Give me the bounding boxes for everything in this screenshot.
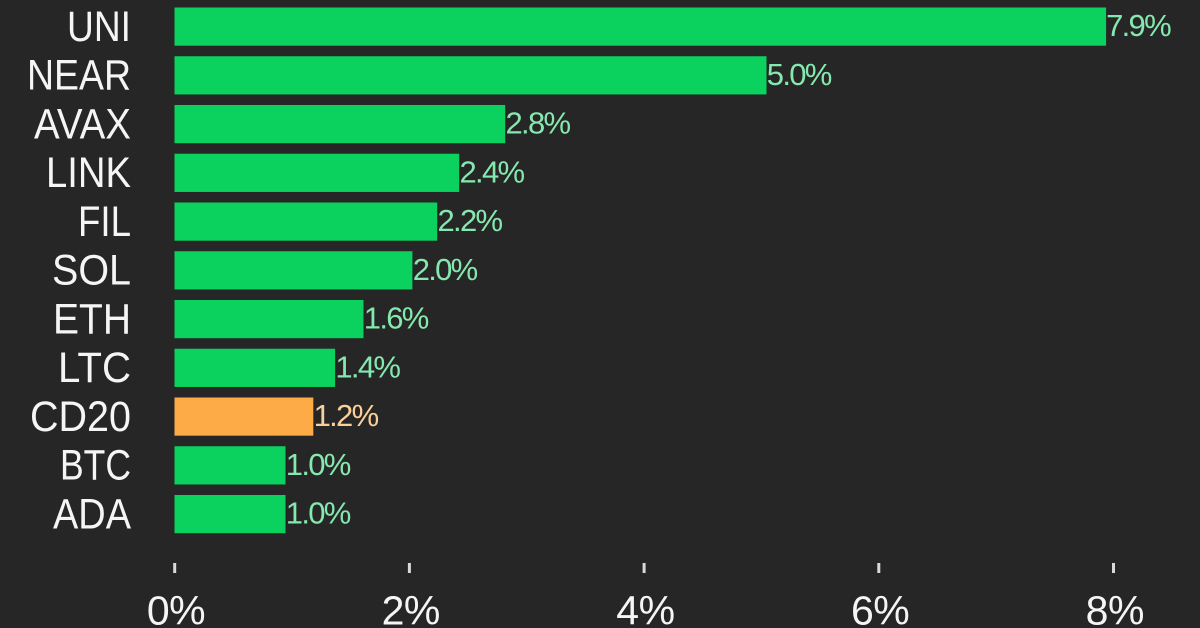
svg-text:NEAR: NEAR — [27, 53, 131, 100]
svg-text:8%: 8% — [1086, 588, 1144, 628]
svg-text:6%: 6% — [851, 588, 909, 628]
svg-text:2.2%: 2.2% — [438, 203, 503, 238]
svg-text:FIL: FIL — [78, 199, 131, 246]
svg-text:ETH: ETH — [53, 296, 131, 343]
svg-text:CD20: CD20 — [30, 394, 131, 441]
svg-text:SOL: SOL — [52, 248, 131, 295]
svg-text:2.0%: 2.0% — [413, 252, 478, 287]
svg-text:0%: 0% — [147, 588, 205, 628]
svg-text:AVAX: AVAX — [34, 101, 131, 148]
svg-text:1.6%: 1.6% — [364, 301, 429, 336]
svg-text:1.4%: 1.4% — [335, 349, 400, 384]
svg-text:UNI: UNI — [67, 4, 131, 51]
svg-text:ADA: ADA — [53, 491, 132, 538]
svg-text:1.0%: 1.0% — [286, 496, 351, 531]
svg-text:2.4%: 2.4% — [460, 154, 525, 189]
svg-text:1.0%: 1.0% — [286, 447, 351, 482]
svg-text:1.2%: 1.2% — [314, 398, 379, 433]
svg-text:5.0%: 5.0% — [767, 57, 832, 92]
svg-text:2%: 2% — [382, 588, 440, 628]
svg-text:LTC: LTC — [58, 345, 131, 392]
svg-text:LINK: LINK — [46, 150, 131, 197]
svg-text:4%: 4% — [616, 588, 674, 628]
svg-text:BTC: BTC — [60, 443, 131, 490]
svg-text:7.9%: 7.9% — [1106, 8, 1171, 43]
svg-text:2.8%: 2.8% — [506, 106, 571, 141]
